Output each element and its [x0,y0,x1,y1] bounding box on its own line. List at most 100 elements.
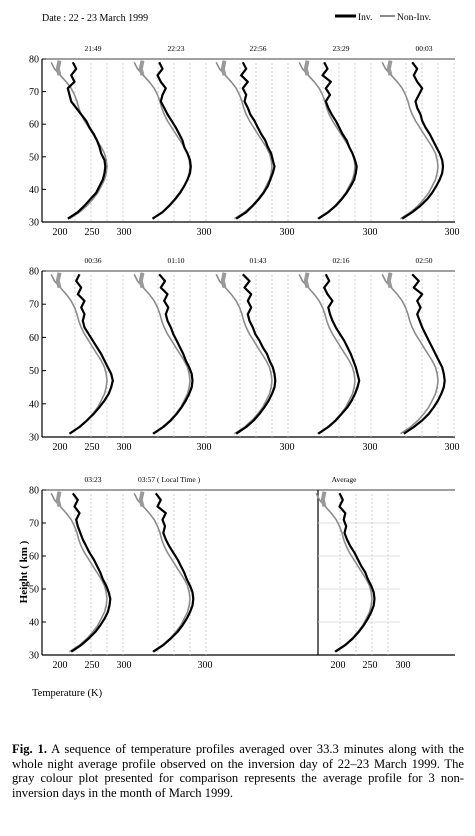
x-tick-label: 300 [197,442,212,453]
top-cap-line [386,60,393,76]
inv-profile-line [152,273,194,435]
profile-panel: 03:57 ( Local Time ) [133,475,207,655]
x-tick-label: 300 [117,660,132,671]
y-tick-label: 80 [29,486,39,497]
x-tick-label: 200 [53,442,68,453]
noninv-profile-line [298,273,356,435]
profile-panel: 00:36 [50,256,124,437]
top-cap-line [220,60,227,76]
panel-time-label: 00:36 [84,256,101,265]
inv-profile-line [151,61,192,220]
inv-profile-line [235,61,276,220]
panel-time-label: 01:43 [249,256,266,265]
x-tick-label: 300 [363,442,378,453]
y-tick-label: 40 [29,618,39,629]
noninv-profile-line [381,273,439,435]
top-cap-line [386,272,393,289]
noninv-profile-line [50,273,108,435]
inv-profile-line [70,492,112,653]
y-tick-label: 50 [29,366,39,377]
panel-time-label: 21:49 [84,44,101,53]
inv-profile-line [66,61,107,220]
x-tick-label: 300 [445,442,460,453]
x-tick-label: 200 [331,660,346,671]
panel-time-label: 01:10 [167,256,184,265]
profile-panel: 03:23 [50,475,124,655]
profile-panel: 22:56 [215,44,289,222]
profile-panel: 02:16 [298,256,372,437]
figure: Date : 22 - 23 March 1999 Inv. Non-Inv. … [18,13,460,699]
top-cap-line [55,272,62,289]
noninv-profile-line [133,492,191,653]
profile-panel: 21:49 [50,44,124,222]
profile-row: 30 40 50 60 70 80 200 250 300 300 300 300 300 21:49 22… [29,44,460,238]
y-tick-label: 50 [29,585,39,596]
y-tick-label: 70 [29,300,39,311]
y-tick-label: 60 [29,552,39,563]
x-tick-label: 300 [197,227,212,238]
panel-time-label: 03:57 ( Local Time ) [138,475,201,484]
legend: Inv. Non-Inv. [335,13,431,23]
y-tick-label: 80 [29,267,39,278]
noninv-profile-line [215,273,273,435]
top-cap-line [55,60,62,76]
inv-profile-line [317,273,361,435]
inv-profile-line [317,61,358,220]
legend-noninv-label: Non-Inv. [397,13,431,23]
noninv-profile-line [50,61,108,220]
top-cap-line [55,491,62,507]
figure-caption: Fig. 1. A sequence of temperature profil… [12,742,464,800]
top-cap-line [138,491,145,507]
panel-time-label: 22:56 [249,44,266,53]
top-cap-line [320,491,327,507]
caption-label: Fig. 1. [12,742,47,756]
inv-profile-line [68,273,114,435]
top-cap-line [303,60,310,76]
top-cap-line [303,272,310,289]
noninv-profile-line [133,273,191,435]
profile-row: 30 40 50 60 70 80 200 250 300 300 300 300 300 00:36 01… [29,256,460,453]
inv-profile-line [235,273,277,435]
x-tick-label: 300 [363,227,378,238]
noninv-profile-line [381,61,439,220]
panel-time-label: 00:03 [415,44,432,53]
profile-rows: 30 40 50 60 70 80 200 250 300 300 300 300 300 21:49 22… [29,44,460,671]
y-tick-label: 70 [29,519,39,530]
x-tick-label: 200 [53,227,68,238]
x-tick-label: 300 [117,227,132,238]
date-label: Date : 22 - 23 March 1999 [42,13,148,24]
x-tick-label: 250 [363,660,378,671]
caption-text: A sequence of temperature profiles avera… [12,742,464,800]
x-tick-label: 300 [280,227,295,238]
x-tick-label: 250 [85,660,100,671]
panel-time-label: 22:23 [167,44,184,53]
x-tick-label: 250 [85,227,100,238]
x-tick-label: 300 [280,442,295,453]
x-tick-label: 300 [396,660,411,671]
x-tick-label: 300 [117,442,132,453]
profile-panel: Average [315,475,389,655]
y-tick-label: 30 [29,433,39,444]
profile-panel: 01:43 [215,256,289,437]
y-axis-label: Height ( km ) [18,540,30,603]
y-tick-label: 70 [29,87,39,98]
top-cap-line [138,60,145,76]
profile-panel: 22:23 [133,44,207,222]
profile-panel: 02:50 [381,256,455,437]
x-axis-label: Temperature (K) [32,688,103,699]
y-tick-label: 60 [29,120,39,131]
y-tick-label: 40 [29,185,39,196]
inv-profile-line [334,492,376,653]
panel-time-label: 23:29 [332,44,349,53]
panel-time-label: 02:16 [332,256,349,265]
profile-panel: 23:29 [298,44,372,222]
inv-profile-line [401,61,445,220]
y-tick-label: 30 [29,218,39,229]
x-tick-label: 300 [445,227,460,238]
x-tick-label: 300 [198,660,213,671]
noninv-profile-line [50,492,108,653]
panel-time-label: 03:23 [84,475,101,484]
x-tick-label: 250 [85,442,100,453]
top-cap-line [138,272,145,289]
y-tick-label: 30 [29,651,39,662]
